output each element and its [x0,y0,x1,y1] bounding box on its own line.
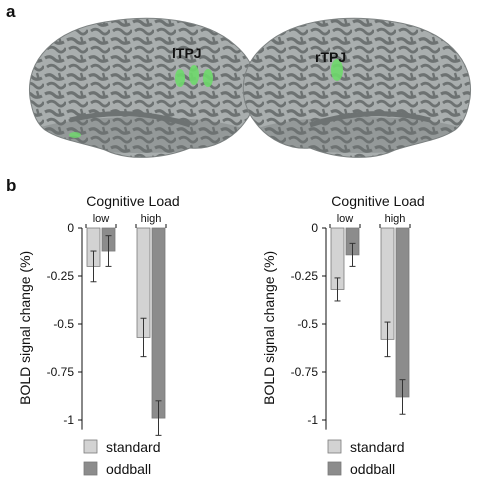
ltpj-label: lTPJ [172,45,202,61]
y-tick-label: -0.25 [47,269,75,283]
legend-label-standard: standard [106,439,160,455]
category-label-high: high [385,213,406,225]
rtpj-label: rTPJ [315,49,346,65]
category-label-low: low [337,213,354,225]
bar-oddball-high [151,227,166,419]
y-axis-label: BOLD signal change (%) [261,251,277,405]
legend-swatch-oddball [83,461,98,476]
y-tick-label: -0.75 [47,365,75,379]
rtpj-activation [331,59,343,81]
ltpj-activation [69,65,213,138]
chart-title: Cognitive Load [331,193,424,209]
y-tick-label: -0.75 [291,365,319,379]
y-axis-label: BOLD signal change (%) [17,251,33,405]
bold-bar-charts: Cognitive Load low high 0 -0.25 -0.5 -0.75 -1 BO… [17,193,425,477]
chart-left-tpj: Cognitive Load low high 0 -0.25 -0.5 -0.75 -1 BO… [17,193,180,477]
panel-label-b: b [6,176,17,195]
y-tick-label: 0 [67,221,74,235]
left-hemisphere: lTPJ [28,17,258,158]
right-hemisphere: rTPJ [242,17,472,158]
y-tick-label: 0 [311,221,318,235]
legend-swatch-standard [327,439,342,454]
legend-label-oddball: oddball [350,461,395,477]
y-tick-label: -1 [63,413,74,427]
chart-title: Cognitive Load [86,193,179,209]
brain-surface-figure: lTPJ rTPJ [28,17,472,158]
panel-label-a: a [6,2,16,21]
legend-label-standard: standard [350,439,404,455]
chart-right-tpj: Cognitive Load low high 0 -0.25 -0.5 -0.75 -1 BO… [261,193,425,477]
category-label-high: high [141,213,162,225]
legend-swatch-oddball [327,461,342,476]
bar-oddball-high [395,227,410,398]
legend-label-oddball: oddball [106,461,151,477]
y-tick-label: -0.5 [297,317,318,331]
legend-swatch-standard [83,439,98,454]
y-tick-label: -0.25 [291,269,319,283]
category-label-low: low [93,213,110,225]
y-tick-label: -0.5 [53,317,74,331]
y-tick-label: -1 [307,413,318,427]
